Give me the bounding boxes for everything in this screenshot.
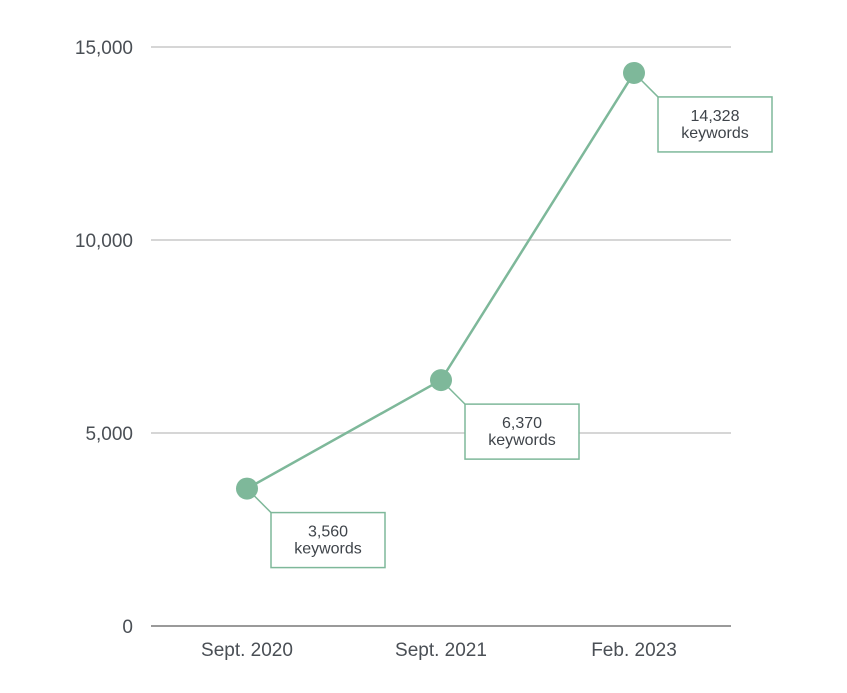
x-tick-label: Sept. 2021 [395, 640, 487, 661]
y-tick-label: 10,000 [75, 231, 133, 252]
callout-leader-line [633, 72, 659, 98]
grid-lines [151, 46, 731, 434]
y-tick-label: 5,000 [85, 424, 133, 445]
data-label-value: 3,560 [308, 524, 348, 541]
callout-leader-line [440, 379, 466, 405]
callout-box [657, 96, 773, 153]
data-label-unit: keywords [488, 432, 556, 449]
callout-box [270, 511, 386, 569]
y-tick-label: 15,000 [75, 38, 133, 59]
data-label-value: 6,370 [502, 415, 542, 432]
axes: 0 5,000 10,000 15,000 Sept. 2020 Sept. 2021 Fe… [75, 38, 731, 661]
y-tick-label: 0 [122, 617, 133, 638]
data-label-unit: keywords [294, 541, 362, 558]
callout-box [464, 403, 580, 460]
data-label-unit: keywords [681, 125, 749, 142]
x-tick-label: Feb. 2023 [591, 640, 677, 661]
x-tick-label: Sept. 2020 [201, 640, 293, 661]
data-label-value: 14,328 [691, 108, 740, 125]
callout-leader-line [246, 488, 272, 514]
